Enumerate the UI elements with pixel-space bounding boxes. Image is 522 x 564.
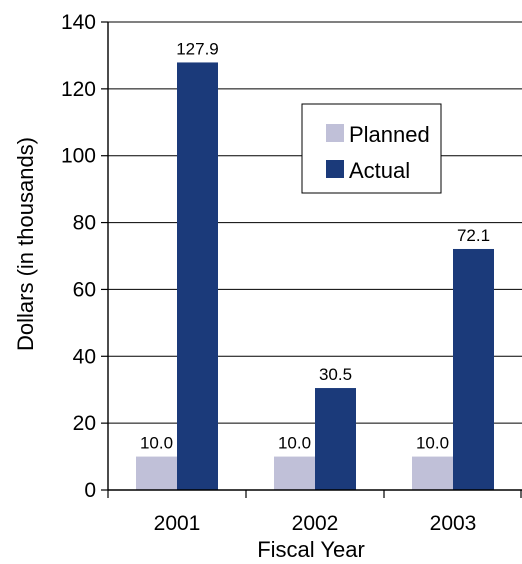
y-tick-label: 100 xyxy=(61,145,96,168)
bar-actual-2001 xyxy=(177,62,218,490)
y-tick-label: 140 xyxy=(61,11,96,34)
bar-actual-2003 xyxy=(453,248,494,490)
y-tick-label: 80 xyxy=(73,212,96,235)
y-tick-label: 20 xyxy=(73,412,96,435)
x-tick-labels: 2001 2002 2003 xyxy=(154,512,477,535)
data-label: 30.5 xyxy=(319,365,352,384)
data-label: 10.0 xyxy=(140,434,173,453)
bar-planned-2002 xyxy=(274,456,315,490)
y-tick-label: 120 xyxy=(61,78,96,101)
bar-planned-2001 xyxy=(136,456,177,490)
legend-label-actual: Actual xyxy=(349,158,410,183)
y-tick-labels: 0 20 40 60 80 100 120 140 xyxy=(61,11,96,502)
bar-actual-2002 xyxy=(315,388,356,490)
legend-swatch-actual xyxy=(326,160,344,178)
x-axis-title: Fiscal Year xyxy=(257,537,365,562)
legend-label-planned: Planned xyxy=(349,122,430,147)
y-tick-label: 60 xyxy=(73,278,96,301)
axes xyxy=(101,21,522,498)
data-label: 127.9 xyxy=(176,39,219,58)
data-label: 10.0 xyxy=(278,434,311,453)
legend: Planned Actual xyxy=(301,103,442,194)
bars xyxy=(136,62,494,490)
data-labels: 10.0 127.9 10.0 30.5 10.0 72.1 xyxy=(140,39,490,452)
x-tick-label: 2002 xyxy=(292,512,339,535)
y-tick-label: 0 xyxy=(84,479,96,502)
y-axis-title: Dollars (in thousands) xyxy=(13,137,38,351)
data-label: 10.0 xyxy=(416,434,449,453)
y-tick-label: 40 xyxy=(73,345,96,368)
legend-swatch-planned xyxy=(326,124,344,142)
bar-planned-2003 xyxy=(412,456,453,490)
data-label: 72.1 xyxy=(457,226,490,245)
x-tick-label: 2003 xyxy=(430,512,477,535)
legend-box xyxy=(301,103,442,194)
x-tick-label: 2001 xyxy=(154,512,201,535)
